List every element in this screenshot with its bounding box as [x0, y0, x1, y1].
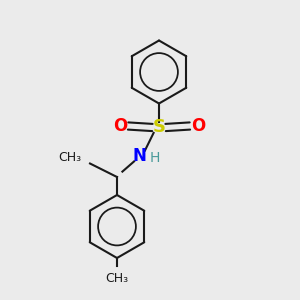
Text: S: S: [152, 118, 166, 136]
Text: N: N: [133, 147, 146, 165]
Text: O: O: [191, 117, 205, 135]
Text: O: O: [113, 117, 127, 135]
Text: CH₃: CH₃: [105, 272, 129, 284]
Text: CH₃: CH₃: [58, 151, 81, 164]
Text: H: H: [150, 152, 160, 165]
